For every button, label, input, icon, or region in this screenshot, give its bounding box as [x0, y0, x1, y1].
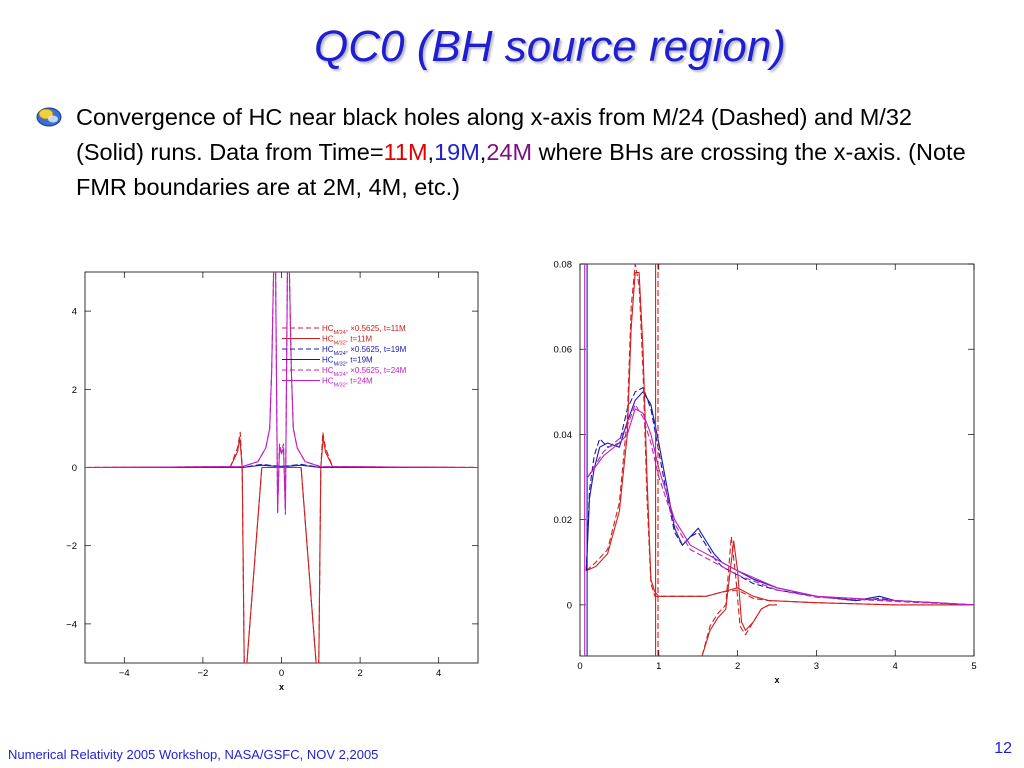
chart-0-xtick-label: 2 [357, 668, 362, 679]
chart-0-ytick-label: 2 [72, 385, 77, 396]
page-number: 12 [994, 740, 1012, 757]
chart-1-xtick-label: 2 [735, 661, 740, 672]
chart-0-series-line [85, 272, 478, 515]
chart-0-xtick-label: 4 [436, 668, 441, 679]
chart-0-legend-label: HCM/32, t=11M [322, 335, 372, 347]
chart-0-ytick-label: −4 [66, 619, 77, 630]
chart-1-xlabel: x [774, 675, 779, 685]
chart-0-xtick-label: −4 [119, 668, 130, 679]
chart-0-legend-sub: M/32 [334, 362, 346, 368]
chart-0-series-line [85, 437, 478, 663]
bullet-text-part2: where BHs are crossing the x-axis. (Note… [76, 139, 966, 200]
chart-1-ytick-label: 0.02 [554, 515, 573, 526]
chart-0-legend-label: HCM/32, t=24M [322, 377, 373, 389]
chart-0-legend-hc: HC [322, 335, 334, 344]
chart-1-frame [579, 263, 975, 657]
chart-0-legend-hc: HC [322, 324, 334, 333]
chart-1-ytick-label: 0 [567, 600, 572, 611]
chart-0-xtick-label: −2 [197, 668, 208, 679]
chart-0-legend-suffix: , t=19M [346, 356, 373, 365]
chart-0-legend-suffix: , t=24M [346, 377, 373, 386]
right-plot: 0 1 2 3 4 5 0 0.02 0.04 0.06 0.08 x [554, 260, 977, 686]
time-24m: 24M [486, 139, 533, 165]
chart-0-xtick-label: 0 [279, 668, 284, 679]
chart-0-legend-hc: HC [322, 366, 334, 375]
chart-1-ytick-label: 0.04 [554, 430, 573, 441]
footer-text: Numerical Relativity 2005 Workshop, NASA… [8, 747, 379, 762]
chart-0-legend-sub: M/24 [334, 351, 346, 357]
chart-1-ytick-label: 0.06 [554, 345, 573, 356]
separator-1: , [427, 139, 435, 165]
chart-0-series-line [85, 464, 478, 469]
time-19m: 19M [434, 139, 480, 165]
chart-0-legend-hc: HC [322, 377, 334, 386]
slide-title: QC0 (BH source region) [314, 22, 786, 71]
chart-1-series-line [701, 536, 777, 656]
chart-0-legend-sub: M/32 [334, 383, 346, 389]
chart-1-series-line [585, 264, 974, 606]
chart-0-series-line [85, 272, 478, 512]
chart-0-legend-hc: HC [322, 356, 334, 365]
chart-0-xlabel: x [279, 682, 284, 692]
chart-1-series-line [585, 387, 974, 606]
chart-0-legend-sub: M/24 [334, 330, 346, 336]
bullet-icon [36, 107, 62, 127]
chart-0-legend-hc: HC [322, 345, 334, 354]
chart-0-legend-sub: M/24 [334, 372, 346, 378]
bullet-text-part1: Convergence of HC near black holes along… [76, 104, 912, 165]
chart-0-legend-suffix: , ×0.5625, t=24M [346, 366, 407, 375]
time-11m: 11M [383, 139, 428, 165]
chart-0-legend-suffix: , t=11M [346, 335, 373, 344]
separator-2: , [479, 139, 487, 165]
chart-1-xtick-label: 4 [893, 661, 898, 672]
chart-0-ytick-label: −2 [66, 541, 77, 552]
chart-0-ytick-label: 0 [72, 463, 77, 474]
chart-1-series-line [586, 271, 974, 606]
chart-0-ytick-label: 4 [72, 307, 77, 318]
chart-1-xtick-label: 3 [814, 661, 819, 672]
chart-0-legend-suffix: , ×0.5625, t=19M [346, 345, 407, 354]
chart-0-legend-label: HCM/24, ×0.5625, t=24M [322, 366, 407, 378]
chart-0-legend-label: HCM/24, ×0.5625, t=11M [322, 324, 406, 336]
chart-1-series-line [587, 408, 974, 606]
chart-1-series-line [587, 404, 974, 606]
bullet-text: Convergence of HC near black holes along… [76, 100, 981, 205]
chart-0-legend-label: HCM/24, ×0.5625, t=19M [322, 345, 407, 357]
chart-1-ytick-label: 0.08 [554, 260, 573, 271]
chart-0-legend-sub: M/32 [334, 341, 346, 347]
chart-1-xtick-label: 5 [971, 661, 976, 672]
chart-1-xtick-label: 1 [656, 661, 661, 672]
chart-0-legend-label: HCM/32, t=19M [322, 356, 373, 368]
chart-1-xtick-label: 0 [577, 661, 582, 672]
chart-0-legend-suffix: , ×0.5625, t=11M [346, 324, 406, 333]
